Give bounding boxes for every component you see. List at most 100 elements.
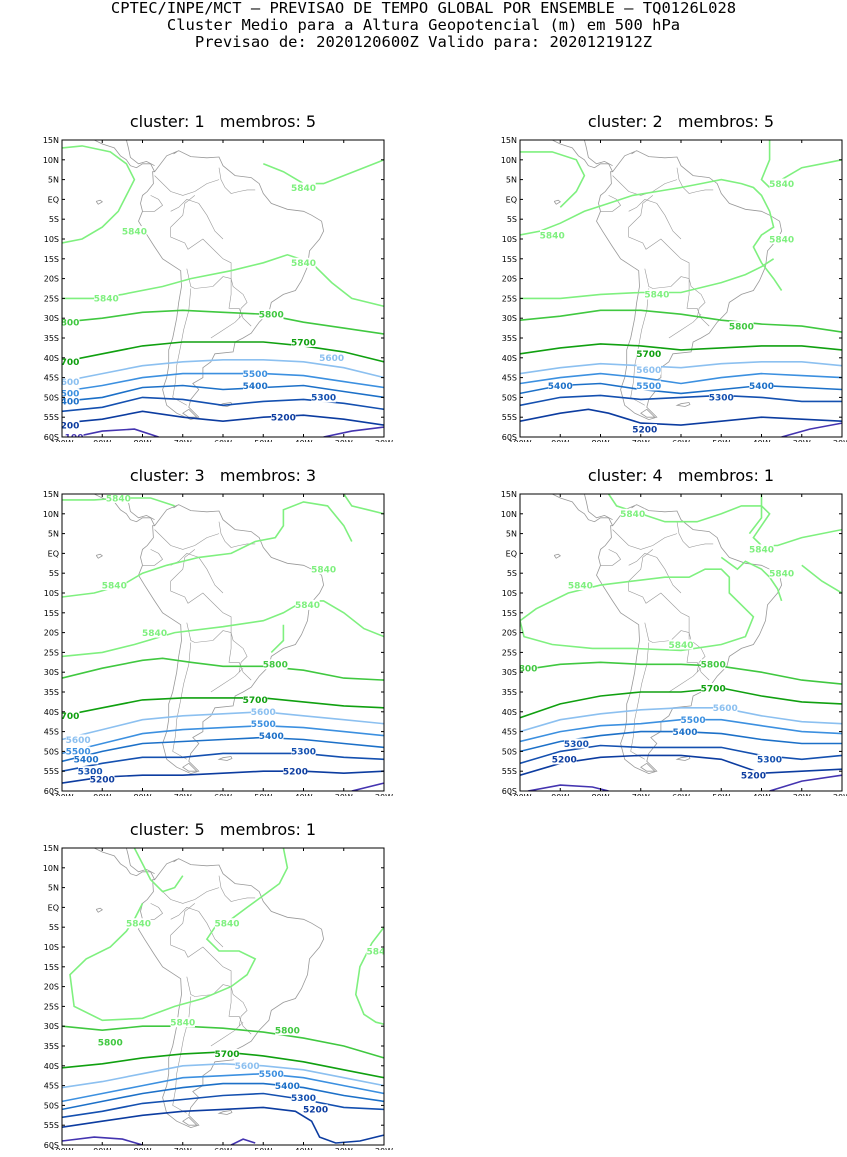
country-border: [142, 195, 164, 212]
contour-5100: [769, 774, 842, 791]
contour-label: 5600: [636, 366, 661, 376]
island-outline: [675, 402, 691, 407]
contour-label: 5300: [78, 768, 103, 778]
contour-label-bg: [311, 564, 336, 575]
contour-label-bg: [214, 918, 240, 929]
lat-label: 40S: [44, 354, 59, 363]
country-border: [172, 288, 192, 406]
country-border: [170, 549, 248, 673]
cluster-3-map: 5840 5840 5840 5840 5840 5800 5700 700 5600 5600 5…: [43, 490, 393, 796]
island-outline: [553, 199, 562, 205]
lon-label: 100W: [508, 439, 531, 442]
lat-label: 45S: [44, 1082, 59, 1091]
contour-5840: [62, 600, 384, 658]
contour-label: 5840: [142, 629, 167, 639]
map-layers: 5840 5840 5840 5840 5800 800 5700 700 5600 600 550…: [61, 140, 384, 437]
lat-label: 55S: [44, 413, 59, 422]
lat-label: 35S: [502, 334, 517, 343]
lon-label: 60W: [214, 793, 232, 796]
country-border: [644, 622, 690, 643]
contour-label: 5840: [170, 1019, 195, 1029]
cluster-1-map: 5840 5840 5840 5840 5800 800 5700 700 5600 600 550…: [43, 136, 393, 442]
lat-label: 20S: [44, 983, 59, 992]
contour-label: 800: [61, 318, 80, 328]
lon-label: 50W: [712, 439, 730, 442]
lat-label: 45S: [44, 374, 59, 383]
contour-label-bg: [259, 309, 284, 320]
lat-label: 20S: [502, 629, 517, 638]
contour-label-bg: [251, 718, 276, 729]
contour-5700: [62, 341, 384, 363]
contour-label: 5840: [644, 291, 669, 301]
contour-5500: [62, 372, 384, 393]
contour-label: 5840: [94, 295, 119, 305]
lat-label: 10S: [44, 589, 59, 598]
country-border: [228, 278, 252, 327]
header-line-2: Cluster Medio para a Altura Geopotencial…: [166, 16, 681, 34]
contour-5400: [62, 1082, 384, 1111]
contour-label-bg: [62, 376, 80, 387]
contour-5600: [62, 359, 384, 383]
map-layers: 5840 5840 5840 5840 5840 5800 5700 700 5600 5600 5…: [62, 494, 384, 791]
lat-label: 30S: [44, 1022, 59, 1031]
lat-label: 25S: [44, 1002, 59, 1011]
lat-label: EQ: [48, 195, 59, 204]
contour-label: 5200: [271, 414, 296, 424]
contour-5800: [520, 309, 842, 333]
lat-label: 30S: [502, 314, 517, 323]
contour-label-bg: [65, 734, 91, 745]
contour-label-bg: [170, 1017, 195, 1028]
lat-label: 45S: [502, 374, 517, 383]
central-america-coast-south: [94, 140, 155, 172]
cluster-1-panel: cluster: 1 membros: 5 5840 5840 5840 5840 58…: [0, 112, 400, 442]
lat-label: 15S: [44, 963, 59, 972]
coastlines: [94, 494, 325, 775]
contour-label: 5300: [311, 394, 336, 404]
contour-5700: [520, 687, 842, 719]
country-border: [228, 986, 252, 1035]
central-america-coast-south: [94, 848, 155, 880]
header-line-3: Previsao de: 2020120600Z Valido para: 20…: [194, 33, 653, 51]
lat-label: 50S: [44, 747, 59, 756]
contour-label: 600: [61, 378, 80, 388]
contour-label: 5600: [713, 704, 738, 714]
lat-label: 45S: [502, 728, 517, 737]
lat-label: 60S: [502, 787, 517, 796]
lat-label: 15S: [502, 255, 517, 264]
island-outline: [182, 762, 198, 772]
central-america-coast-north: [564, 494, 613, 521]
contour-label-bg: [263, 659, 288, 670]
contour-5840: [520, 258, 775, 300]
country-border: [668, 313, 702, 339]
country-border: [210, 1021, 244, 1047]
country-border: [676, 521, 714, 548]
contour-lines: [62, 848, 384, 1145]
cluster-2-panel: cluster: 2 membros: 5 5840 5840 5840 5840 58…: [458, 112, 847, 442]
lat-label: 5S: [507, 215, 517, 224]
contour-label-bg: [259, 1068, 284, 1079]
lon-label: 70W: [174, 1147, 192, 1150]
country-border: [630, 642, 650, 760]
contour-label-bg: [243, 380, 268, 391]
lat-label: 5N: [48, 176, 59, 185]
lon-label: 40W: [294, 1147, 312, 1150]
contour-5200: [62, 410, 384, 426]
lat-label: 10N: [501, 156, 517, 165]
central-america-coast-south: [552, 494, 613, 526]
contour-label: 5840: [295, 601, 320, 611]
contour-label: 5800: [701, 661, 726, 671]
contour-label: 5840: [668, 641, 693, 651]
contour-label-bg: [636, 380, 661, 391]
lon-label: 60W: [672, 439, 690, 442]
lat-label: 5N: [48, 530, 59, 539]
contour-label-bg: [291, 182, 316, 193]
lon-label: 30W: [335, 439, 353, 442]
lat-label: 15S: [44, 255, 59, 264]
lat-label: 35S: [44, 334, 59, 343]
contour-5800: [62, 309, 384, 335]
contour-label: 5840: [769, 180, 794, 190]
lat-label: 5S: [49, 923, 59, 932]
contour-label: 200: [61, 421, 80, 431]
lat-label: 10N: [43, 156, 59, 165]
